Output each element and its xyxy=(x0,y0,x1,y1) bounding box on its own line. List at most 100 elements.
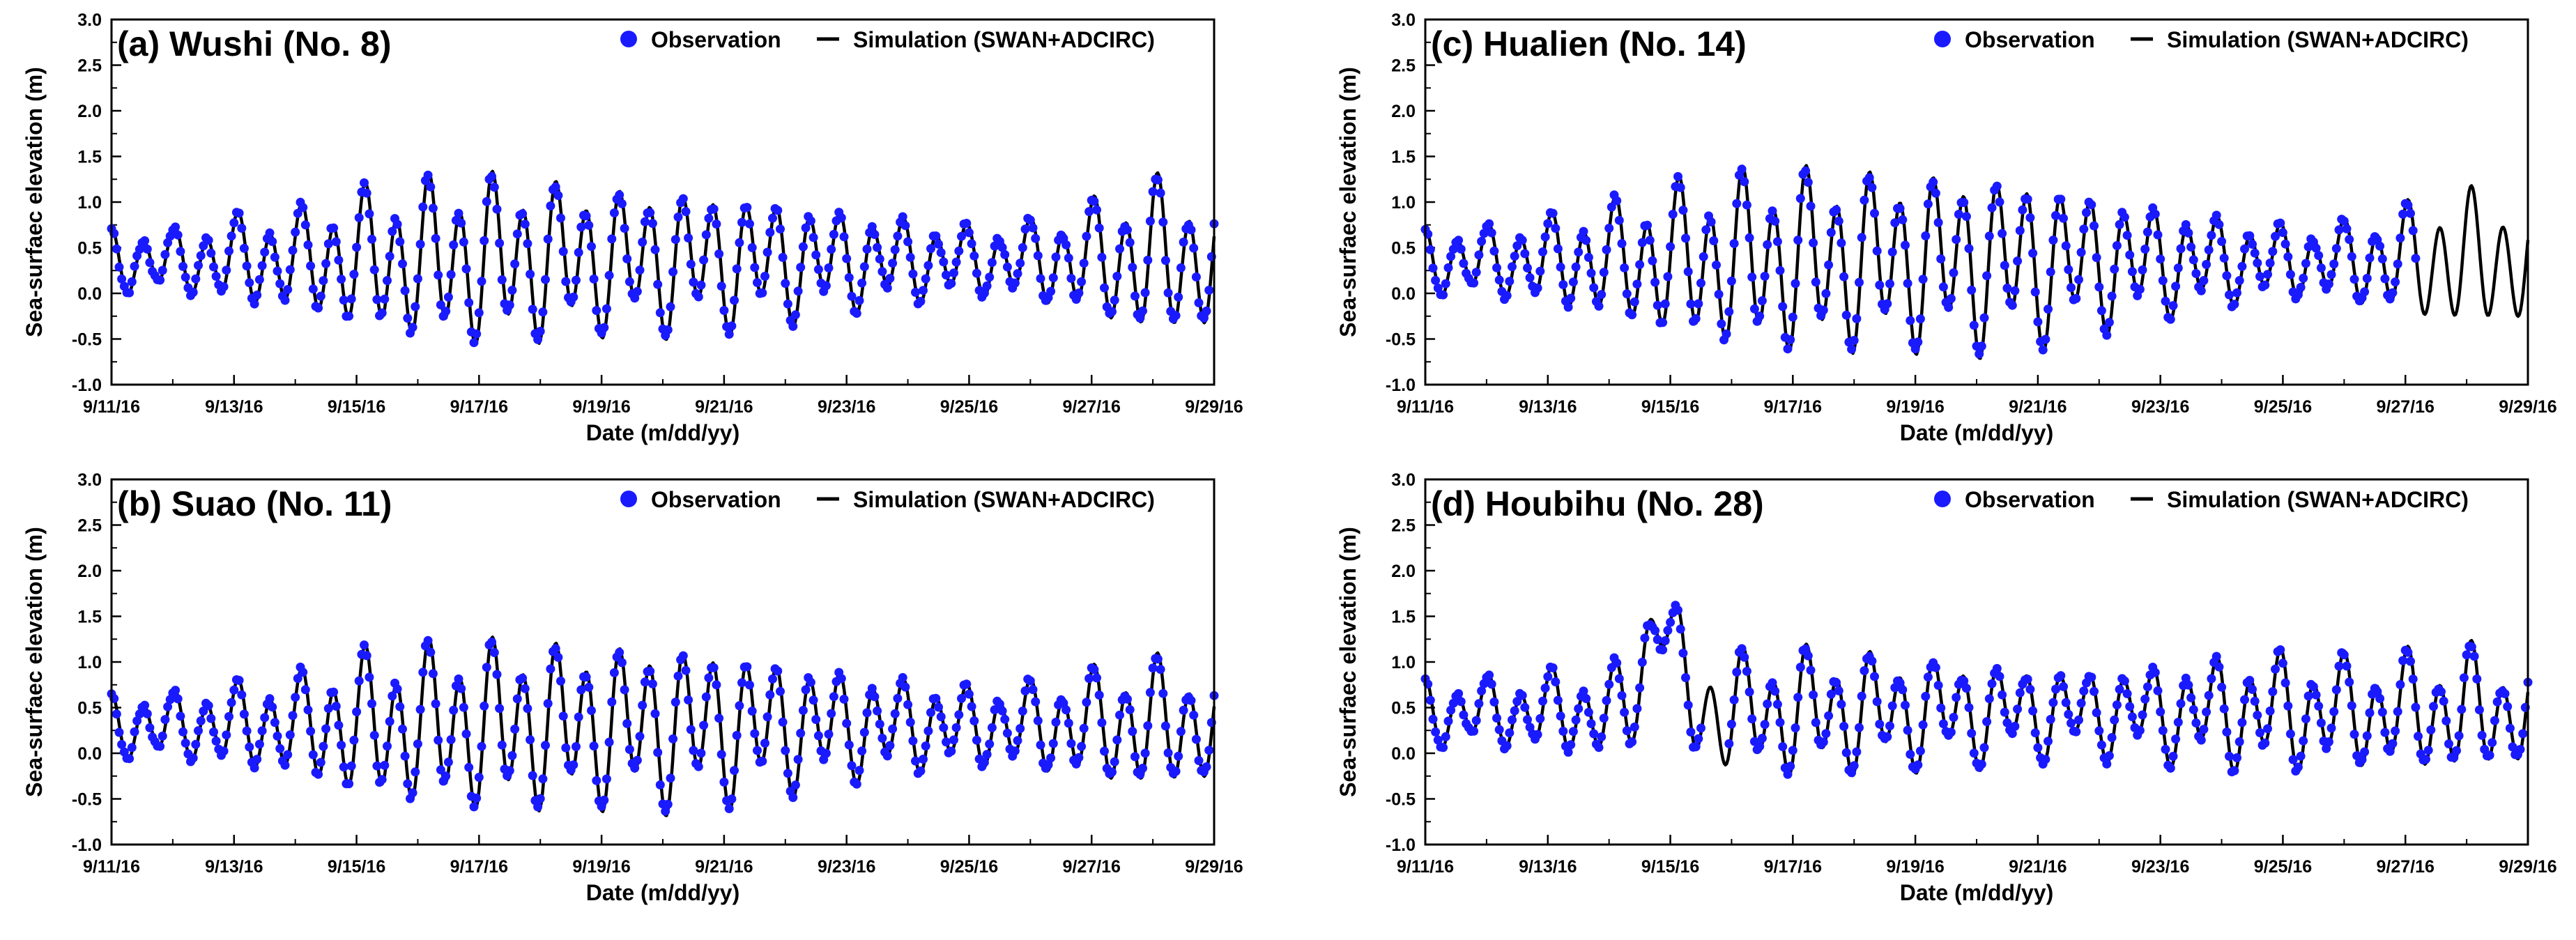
observation-point xyxy=(1872,246,1882,256)
observation-point xyxy=(1179,705,1188,715)
observation-point xyxy=(1811,277,1820,287)
observation-point xyxy=(811,715,821,724)
y-tick-label: 2.5 xyxy=(77,56,102,76)
observation-point xyxy=(474,308,484,318)
observation-point xyxy=(882,751,892,761)
observation-point xyxy=(2181,219,2191,229)
observation-point xyxy=(882,283,892,293)
observation-point xyxy=(2007,300,2017,310)
observation-point xyxy=(903,237,913,247)
observation-point xyxy=(227,231,236,241)
observation-point xyxy=(911,288,920,297)
observation-point xyxy=(979,288,989,298)
observation-point xyxy=(2061,241,2071,251)
observation-point xyxy=(632,286,642,296)
observation-point xyxy=(1668,210,1678,219)
observation-point xyxy=(285,730,295,740)
observation-point xyxy=(693,292,703,302)
observation-point xyxy=(480,701,489,711)
observation-point xyxy=(252,291,262,300)
observation-point xyxy=(689,277,698,287)
observation-point xyxy=(2500,689,2510,698)
observation-point xyxy=(239,709,249,719)
observation-point xyxy=(1913,760,1923,770)
x-tick-label: 9/11/16 xyxy=(1397,857,1454,877)
observation-point xyxy=(2115,219,2124,229)
observation-point xyxy=(964,228,974,238)
observation-point xyxy=(1691,314,1701,323)
observation-point xyxy=(635,732,645,741)
observation-point xyxy=(663,325,673,334)
observation-point xyxy=(219,746,229,756)
observation-point xyxy=(1992,663,2002,673)
observation-point xyxy=(1946,727,1956,737)
observation-point xyxy=(2342,661,2352,671)
observation-point xyxy=(1553,695,1563,705)
observation-point xyxy=(2245,675,2255,685)
observation-point xyxy=(2046,714,2055,724)
observation-point xyxy=(1632,704,1642,714)
observation-point xyxy=(1895,203,1905,213)
observation-point xyxy=(2439,696,2448,706)
observation-point xyxy=(1837,700,1846,709)
observation-point xyxy=(987,258,997,268)
observation-point xyxy=(1887,247,1897,257)
x-tick-label: 9/25/16 xyxy=(940,857,998,877)
observation-point xyxy=(2406,208,2415,218)
observation-point xyxy=(1135,314,1145,323)
observation-point xyxy=(1694,734,1703,743)
observation-point xyxy=(1566,740,1576,750)
observation-point xyxy=(114,727,124,737)
panel-title: (b) Suao (No. 11) xyxy=(117,484,392,523)
observation-point xyxy=(2038,345,2048,355)
observation-point xyxy=(352,707,362,716)
observation-point xyxy=(2188,704,2198,714)
observation-point xyxy=(2142,227,2152,237)
observation-point xyxy=(1156,188,1165,198)
observation-point xyxy=(1837,238,1846,248)
observation-point xyxy=(1969,748,1979,758)
x-tick-label: 9/23/16 xyxy=(2131,857,2189,877)
observation-point xyxy=(1115,244,1124,254)
observation-point xyxy=(352,242,362,252)
observation-point xyxy=(1824,260,1834,270)
observation-point xyxy=(1959,198,1969,207)
observation-point xyxy=(793,286,803,296)
y-tick-label: 1.5 xyxy=(1391,148,1416,167)
observation-point xyxy=(681,665,691,675)
observation-point xyxy=(1620,263,1630,272)
observation-point xyxy=(1699,252,1708,261)
observation-point xyxy=(459,702,468,712)
observation-point xyxy=(852,309,861,318)
observation-point xyxy=(1722,329,1731,339)
observation-point xyxy=(900,682,910,692)
observation-point xyxy=(1632,279,1642,289)
observation-point xyxy=(1663,272,1673,282)
observation-point xyxy=(1998,229,2007,238)
observation-point xyxy=(349,270,359,279)
observation-point xyxy=(2250,248,2260,258)
observation-point xyxy=(443,292,453,302)
observation-point xyxy=(2365,253,2375,263)
observation-point xyxy=(1839,721,1849,731)
observation-point xyxy=(1153,654,1163,664)
observation-point xyxy=(2296,282,2306,292)
observation-point xyxy=(589,274,599,284)
observation-point xyxy=(497,275,507,284)
observation-point xyxy=(293,674,302,684)
observation-point xyxy=(1740,177,1749,187)
observation-point xyxy=(758,288,767,298)
observation-point xyxy=(569,292,578,302)
observation-point xyxy=(704,673,714,683)
x-tick-label: 9/19/16 xyxy=(572,397,630,417)
observation-point xyxy=(1864,173,1874,183)
observation-point xyxy=(762,712,772,722)
observation-point xyxy=(1143,721,1153,730)
observation-point xyxy=(1094,691,1104,700)
observation-point xyxy=(2204,245,2214,255)
observation-point xyxy=(1046,286,1056,296)
y-tick-label: -0.5 xyxy=(1386,790,1416,810)
observation-point xyxy=(655,780,665,789)
observation-point xyxy=(461,729,471,739)
observation-point xyxy=(2184,228,2193,238)
